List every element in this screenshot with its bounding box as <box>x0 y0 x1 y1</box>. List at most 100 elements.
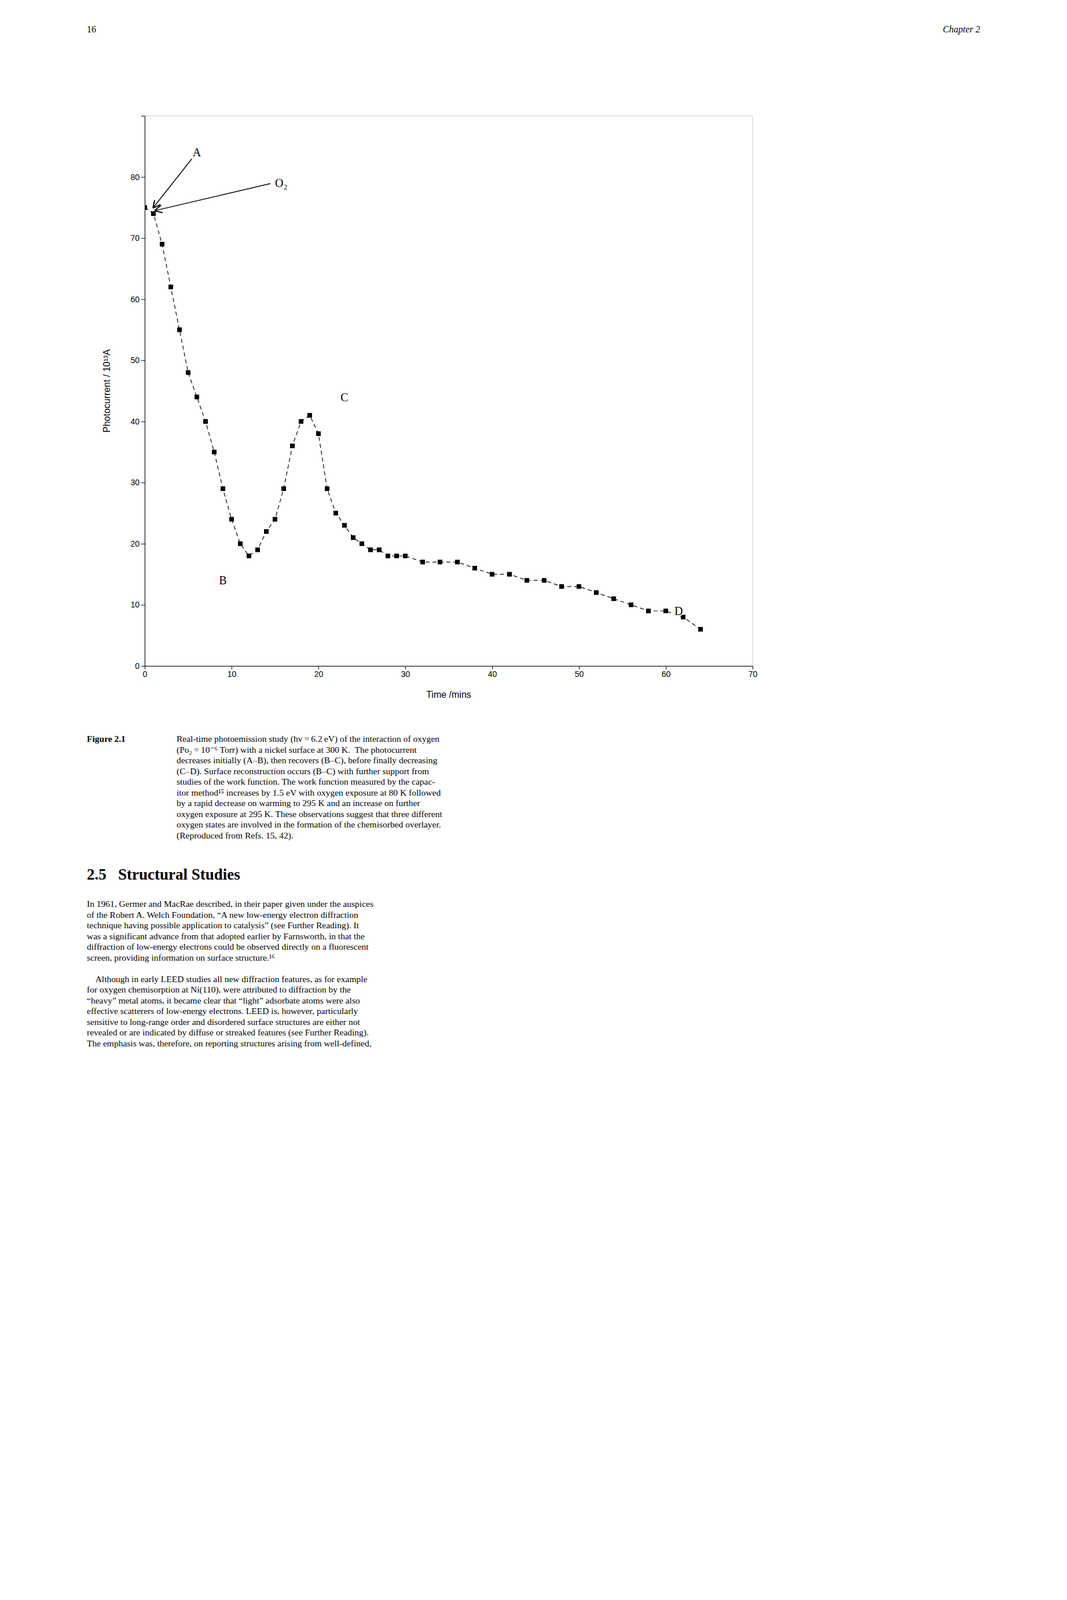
x-tick: 40 <box>488 665 498 679</box>
plot-area <box>144 204 703 632</box>
caption-line: by a rapid decrease on warming to 295 K … <box>176 797 421 808</box>
x-tick: 20 <box>314 665 324 679</box>
data-point <box>628 602 634 607</box>
x-tick: 30 <box>401 665 411 679</box>
data-point <box>316 431 321 436</box>
data-point <box>307 412 313 418</box>
data-point <box>177 327 182 332</box>
x-tick-label: 70 <box>748 669 758 679</box>
plot-frame <box>144 115 753 666</box>
body-line: effective scatterers of low-energy elect… <box>86 1005 359 1016</box>
section-heading: 2.5 Structural Studies <box>86 865 241 883</box>
x-tick-label: 20 <box>314 669 324 679</box>
body-line: In 1961, Germer and MacRae described, in… <box>86 898 374 909</box>
annotation-arrow <box>153 158 192 208</box>
body-line: diffraction of low-energy electrons coul… <box>86 941 369 952</box>
data-point <box>237 541 243 546</box>
body-line: technique having possible application to… <box>86 919 360 931</box>
y-tick: 60 <box>130 294 145 304</box>
page-number: 16 <box>86 24 97 35</box>
data-point <box>359 541 365 546</box>
annotation: A <box>192 145 202 159</box>
y-tick-mark <box>141 299 145 300</box>
y-tick-label: 30 <box>130 477 140 487</box>
chart: 0 10 20 30 40 50 60 70 0 10 20 30 40 50 60 70 80 Time /mi… <box>101 115 758 700</box>
data-point <box>144 204 148 210</box>
y-tick-label: 50 <box>130 355 140 365</box>
caption-line: itor method¹⁵ increases by 1.5 eV with o… <box>176 787 441 798</box>
data-point <box>333 510 339 516</box>
data-point <box>342 522 347 528</box>
body-line: sensitive to long-range order and disord… <box>86 1016 361 1027</box>
annotation: O₂ <box>275 176 288 190</box>
data-point <box>385 553 391 559</box>
x-tick: 50 <box>574 665 585 679</box>
y-tick-mark <box>141 177 145 178</box>
data-point <box>437 559 443 565</box>
y-tick-label: 70 <box>130 233 140 243</box>
data-point <box>168 284 174 290</box>
y-tick-mark <box>141 604 145 605</box>
y-tick: 30 <box>130 477 145 487</box>
data-point <box>159 242 165 247</box>
data-point <box>489 572 495 577</box>
y-tick-label: 40 <box>130 416 140 427</box>
data-point <box>559 584 564 589</box>
data-point <box>220 486 226 491</box>
data-point <box>272 517 278 522</box>
y-tick: 10 <box>130 599 145 610</box>
x-tick-label: 60 <box>661 669 671 679</box>
body-line: The emphasis was, therefore, on reportin… <box>86 1038 372 1048</box>
y-tick-mark <box>141 543 145 545</box>
y-tick-label: 20 <box>130 539 140 549</box>
data-line <box>144 207 701 629</box>
data-point <box>541 577 547 583</box>
annotation: D <box>674 604 683 618</box>
data-point <box>281 486 286 491</box>
body-line: screen, providing information on surface… <box>86 952 275 963</box>
data-point <box>576 584 582 589</box>
x-axis-title: Time /mins <box>426 689 472 700</box>
x-tick: 10 <box>227 665 237 679</box>
annotation: C <box>340 390 348 404</box>
body-line: Although in early LEED studies all new d… <box>86 973 368 984</box>
annotation: B <box>218 573 227 587</box>
annotations: A O₂ B C D <box>153 145 683 618</box>
x-tick-label: 50 <box>574 669 585 679</box>
page-background <box>0 0 1067 1600</box>
data-point <box>229 517 234 522</box>
data-point <box>646 608 651 614</box>
data-point <box>211 449 217 455</box>
x-tick-label: 30 <box>401 669 411 679</box>
data-point <box>203 419 208 424</box>
data-point <box>524 577 530 583</box>
y-tick: 80 <box>130 172 145 182</box>
x-tick-label: 10 <box>227 669 237 679</box>
body-line: revealed or are indicated by diffuse or … <box>86 1027 369 1038</box>
y-tick-label: 10 <box>130 599 140 610</box>
x-tick: 0 <box>143 665 148 679</box>
data-point <box>246 553 252 559</box>
y-tick: 40 <box>130 416 145 427</box>
caption-line: (C–D). Surface reconstruction occurs (B–… <box>176 765 429 777</box>
caption-line: decreases initially (A–B), then recovers… <box>176 754 438 766</box>
data-point <box>698 627 703 632</box>
y-tick: 70 <box>130 233 145 243</box>
x-tick-label: 0 <box>143 669 148 679</box>
y-axis-title: Photocurrent / 10¹³A <box>101 349 112 433</box>
data-point <box>290 443 295 449</box>
data-point <box>264 529 269 534</box>
caption-line: Real-time photoemission study (hv = 6.2 … <box>176 733 440 744</box>
y-axis-line <box>141 116 146 667</box>
caption-line: (Reproduced from Refs. 15, 42). <box>176 830 294 841</box>
body-line: was a significant advance from that adop… <box>86 930 365 941</box>
data-point <box>194 394 200 400</box>
x-tick: 60 <box>661 665 671 679</box>
data-point <box>185 369 191 375</box>
x-axis: 0 10 20 30 40 50 60 70 <box>143 665 758 679</box>
data-point <box>376 547 382 552</box>
y-tick: 20 <box>130 539 145 549</box>
caption-line: studies of the work function. The work f… <box>176 776 436 787</box>
data-point <box>594 589 599 595</box>
y-tick: 0 <box>134 661 145 671</box>
